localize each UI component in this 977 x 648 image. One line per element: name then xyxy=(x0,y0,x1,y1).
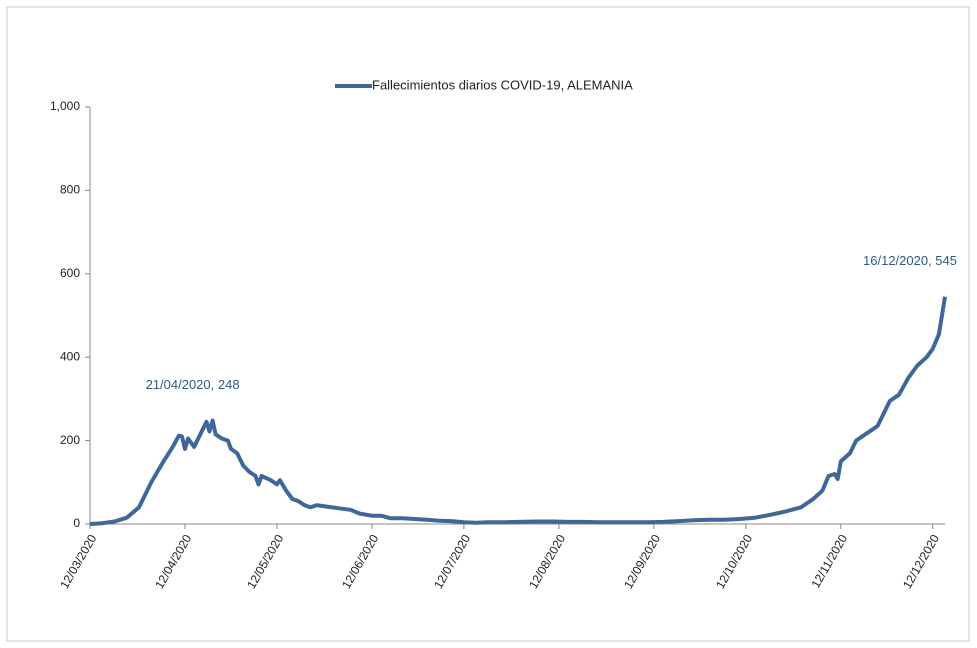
y-tick-label: 1,000 xyxy=(50,99,80,113)
y-tick-label: 800 xyxy=(60,183,80,197)
annotation: 16/12/2020, 545 xyxy=(863,253,957,268)
legend-label: Fallecimientos diarios COVID-19, ALEMANI… xyxy=(372,77,633,92)
data-line xyxy=(89,296,947,526)
y-tick-label: 400 xyxy=(60,349,80,363)
y-tick-label: 0 xyxy=(73,516,80,530)
chart-frame xyxy=(6,6,970,642)
annotation: 21/04/2020, 248 xyxy=(146,377,240,392)
y-tick-label: 200 xyxy=(60,433,80,447)
y-tick-label: 600 xyxy=(60,266,80,280)
